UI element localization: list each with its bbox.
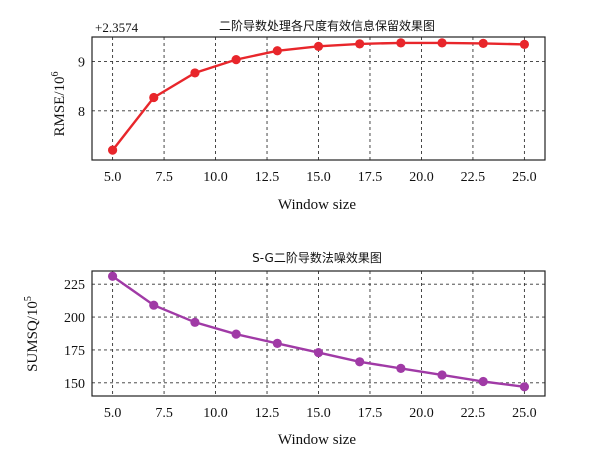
data-point (355, 39, 365, 49)
data-point (149, 92, 159, 103)
x-tick-label: 22.5 (461, 170, 486, 185)
x-tick-label: 15.0 (306, 406, 331, 421)
chart-title: 二阶导数处理各尺度有效信息保留效果图 (219, 18, 435, 33)
plot-frame (91, 270, 546, 397)
x-tick-label: 20.0 (409, 170, 434, 185)
data-point (149, 300, 159, 310)
data-point (272, 46, 282, 56)
y-tick-label: 150 (64, 377, 85, 392)
data-point (231, 55, 241, 65)
y-tick-label: 225 (64, 278, 85, 293)
grid (92, 37, 545, 160)
data-point (519, 382, 530, 392)
x-tick-label: 5.0 (104, 170, 122, 185)
series (107, 38, 530, 155)
x-tick-label: 10.0 (203, 170, 228, 185)
tick-labels: 5.0 7.5 10.0 12.5 15.0 17.5 20.0 22.5 25.0 8 9 (78, 56, 537, 185)
data-point (107, 145, 118, 155)
data-point (396, 363, 406, 373)
data-point (396, 38, 406, 48)
y-axis-label: RMSE/106 (50, 71, 68, 136)
y-tick-label: 200 (64, 311, 85, 326)
y-axis-label-exponent: 5 (23, 296, 34, 301)
x-tick-label: 10.0 (203, 406, 228, 421)
grid (92, 271, 545, 396)
x-tick-label: 15.0 (306, 170, 331, 185)
chart-rmse: 二阶导数处理各尺度有效信息保留效果图 +2.3574 5.0 7.5 10.0 12.… (50, 18, 546, 213)
x-tick-label: 20.0 (409, 406, 434, 421)
data-point (272, 338, 282, 348)
data-point (519, 39, 530, 49)
y-axis-label: SUMSQ/105 (23, 296, 41, 372)
x-axis-label: Window size (278, 197, 356, 213)
x-tick-label: 25.0 (512, 406, 537, 421)
x-tick-label: 7.5 (155, 170, 173, 185)
tick-labels: 5.0 7.5 10.0 12.5 15.0 17.5 20.0 22.5 25.0 150 175… (64, 278, 537, 421)
series (107, 271, 530, 392)
y-tick-label: 8 (78, 105, 85, 120)
y-tick-label: 175 (64, 344, 85, 359)
x-tick-label: 17.5 (358, 170, 383, 185)
data-point (107, 271, 118, 281)
y-tick-label: 9 (78, 56, 85, 71)
x-tick-label: 12.5 (255, 170, 280, 185)
data-point (313, 347, 324, 358)
chart-sumsq: S-G二阶导数法噪效果图 5.0 7.5 10.0 12.5 15.0 17.5 20.0 2… (23, 250, 546, 448)
data-point (437, 38, 447, 48)
data-point (437, 370, 447, 380)
data-point (313, 41, 324, 51)
data-point (190, 68, 200, 78)
x-tick-label: 17.5 (358, 406, 383, 421)
data-point (478, 376, 488, 387)
y-axis-label-base: SUMSQ/10 (25, 301, 41, 372)
x-tick-label: 12.5 (255, 406, 280, 421)
x-tick-label: 7.5 (155, 406, 173, 421)
x-tick-label: 5.0 (104, 406, 122, 421)
data-point (190, 317, 200, 327)
data-point (355, 357, 365, 367)
data-point (231, 329, 241, 339)
chart-title: S-G二阶导数法噪效果图 (252, 250, 382, 265)
axis-offset-text: +2.3574 (95, 20, 139, 35)
x-tick-label: 22.5 (461, 406, 486, 421)
data-point (478, 38, 488, 48)
y-axis-label-exponent: 6 (50, 71, 61, 76)
y-axis-label-base: RMSE/10 (52, 76, 68, 136)
x-axis-label: Window size (278, 432, 356, 448)
x-tick-label: 25.0 (512, 170, 537, 185)
plot-frame (91, 36, 546, 161)
